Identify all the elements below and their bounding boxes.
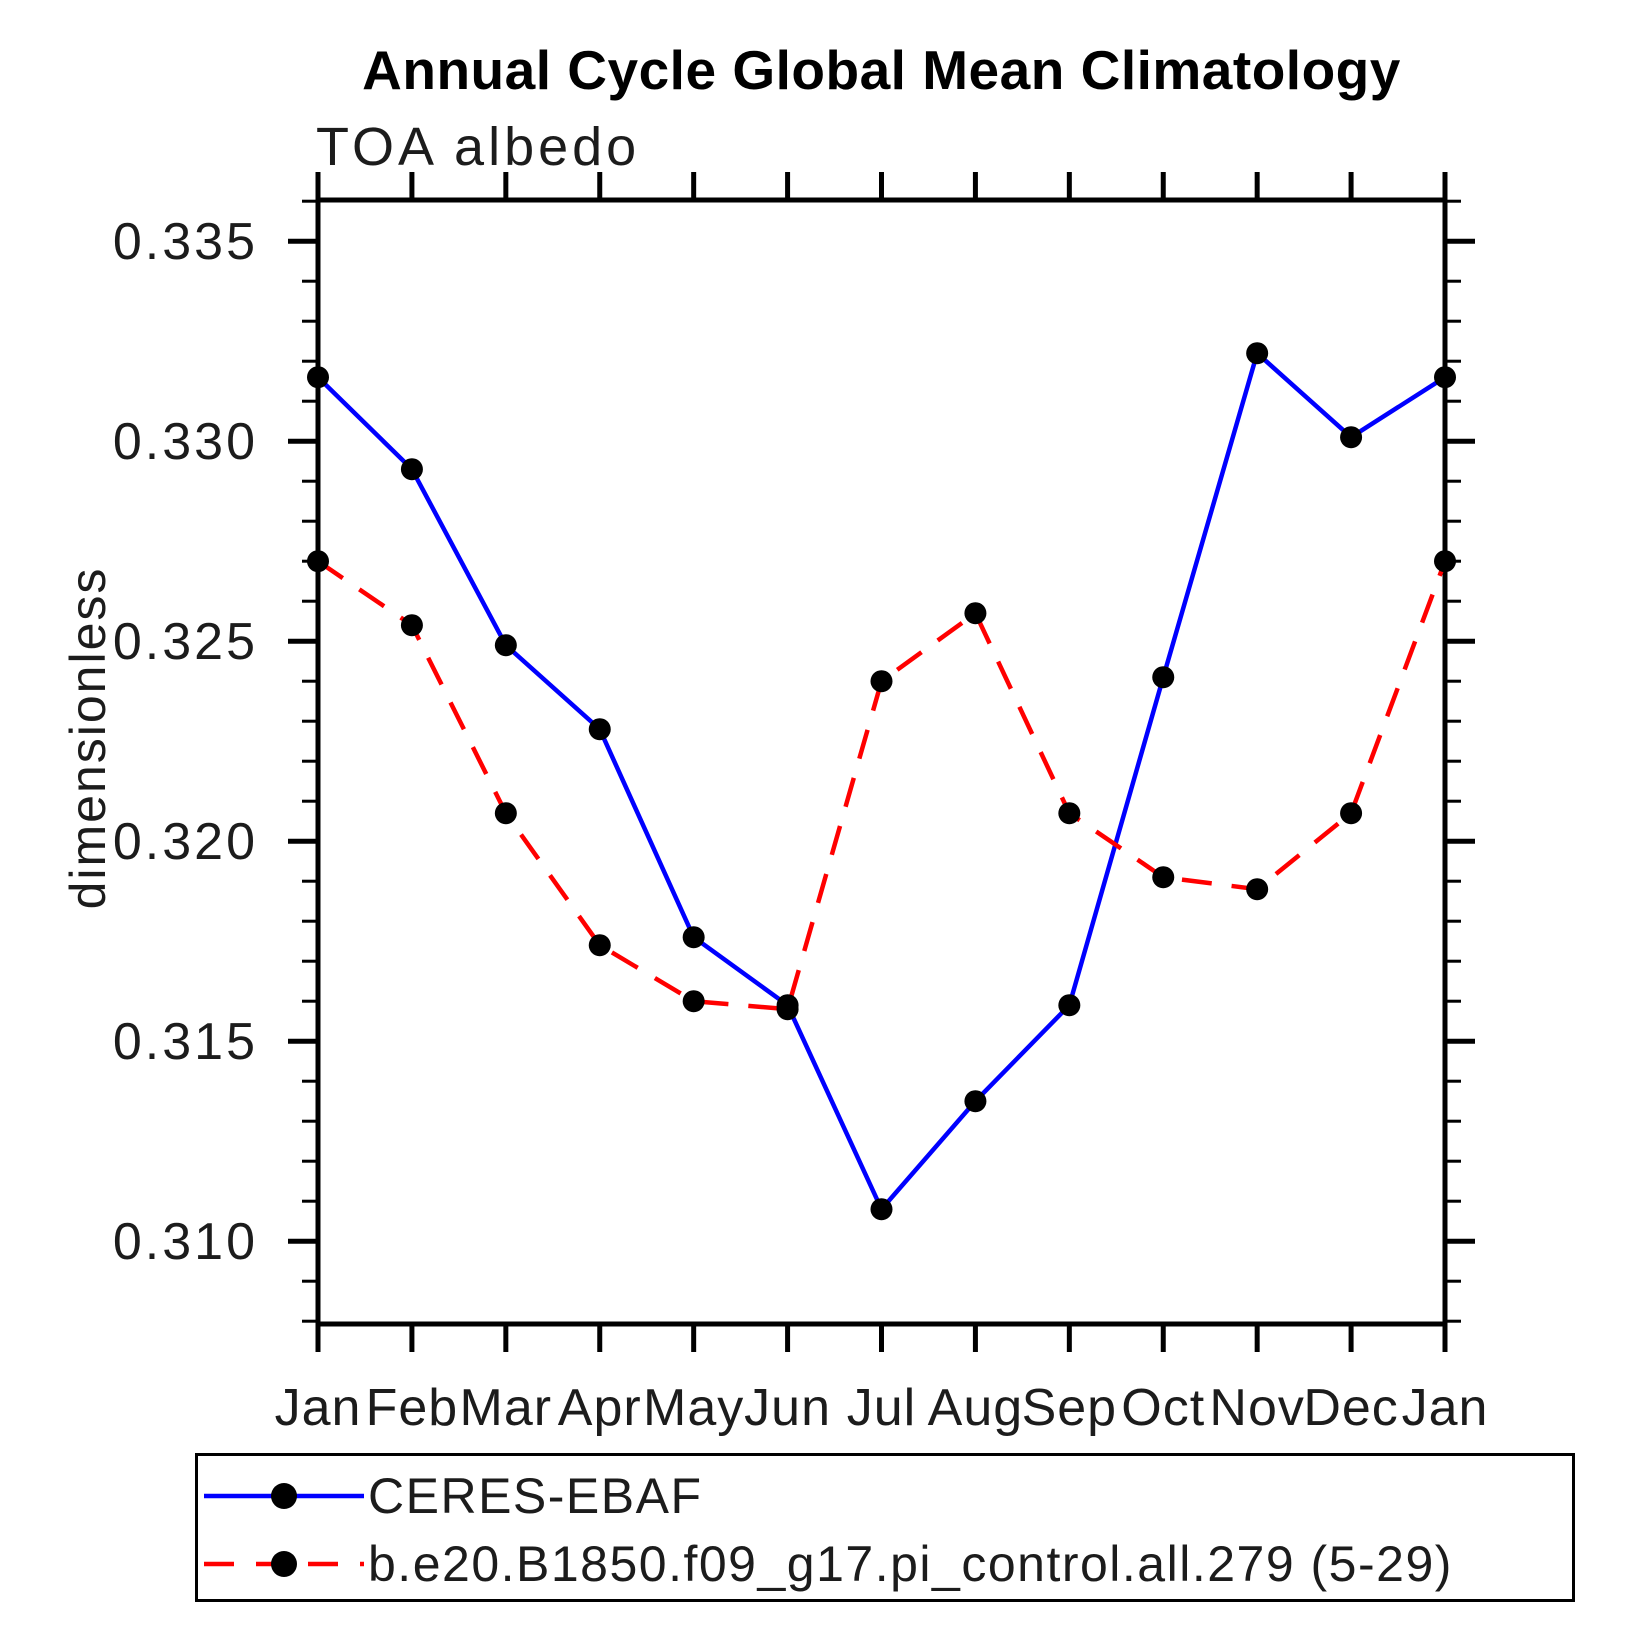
x-tick-label: Jan: [1402, 1379, 1489, 1437]
data-point-marker: [400, 458, 423, 481]
y-tick-label: 0.320: [113, 813, 258, 871]
data-point-marker: [1434, 366, 1456, 389]
x-tick-label: May: [643, 1379, 744, 1437]
legend-marker-dot: [271, 1551, 297, 1577]
y-tick-label: 0.315: [113, 1013, 258, 1071]
x-tick-label: Sep: [1022, 1379, 1118, 1437]
x-tick-label: Apr: [558, 1379, 642, 1437]
legend-sample-solid-line-icon: [202, 1479, 366, 1513]
data-point-marker: [776, 998, 799, 1021]
x-tick-label: Nov: [1209, 1379, 1304, 1437]
y-axis-major-ticks: [288, 238, 1475, 1244]
data-point-marker: [307, 550, 329, 573]
data-point-marker: [1246, 342, 1269, 365]
data-point-marker: [1152, 866, 1175, 889]
data-point-marker: [682, 990, 705, 1013]
x-tick-label: Aug: [928, 1379, 1024, 1437]
data-point-marker: [588, 718, 611, 741]
legend-marker-dot: [271, 1483, 297, 1509]
data-point-marker: [964, 602, 987, 625]
x-tick-label: Jul: [847, 1379, 916, 1437]
series-line-1: [316, 559, 1448, 1012]
series-markers-1: [307, 550, 1456, 1021]
legend-item-model-run: b.e20.B1850.f09_g17.pi_control.all.279 (…: [202, 1534, 1453, 1594]
x-tick-label: Jun: [744, 1379, 831, 1437]
y-axis-title: dimensionless: [60, 566, 116, 910]
data-point-marker: [1058, 994, 1081, 1017]
data-point-marker: [588, 934, 611, 957]
data-point-marker: [964, 1090, 987, 1113]
plot-subtitle: TOA albedo: [316, 117, 641, 177]
y-tick-label: 0.310: [113, 1213, 258, 1271]
data-point-marker: [1152, 666, 1175, 689]
data-point-marker: [870, 1198, 893, 1221]
data-point-marker: [494, 802, 517, 825]
x-tick-label: Mar: [460, 1379, 553, 1437]
data-point-marker: [682, 926, 705, 949]
y-tick-label: 0.330: [113, 413, 258, 471]
data-point-marker: [1434, 550, 1456, 573]
data-point-marker: [494, 634, 517, 657]
series-line-0: [316, 349, 1447, 1214]
y-tick-label: 0.335: [113, 213, 258, 271]
chart-title: Annual Cycle Global Mean Climatology: [362, 39, 1401, 101]
y-axis-minor-ticks: [302, 199, 1461, 1323]
x-tick-label: Oct: [1121, 1379, 1205, 1437]
series-markers-0: [307, 342, 1456, 1221]
legend-label-model-run: b.e20.B1850.f09_g17.pi_control.all.279 (…: [368, 1536, 1453, 1592]
x-tick-label: Feb: [366, 1379, 459, 1437]
data-point-marker: [400, 614, 423, 637]
legend-item-ceres-ebaf: CERES-EBAF: [202, 1466, 703, 1526]
data-point-marker: [870, 670, 893, 693]
legend-box: CERES-EBAF b.e20.B1850.f09_g17.pi_contro…: [195, 1453, 1575, 1602]
x-axis-ticks: [315, 172, 1448, 1352]
x-tick-label: Dec: [1303, 1379, 1398, 1437]
y-axis-tick-labels: 0.310 0.315 0.320 0.325 0.330 0.335: [113, 213, 258, 1271]
y-tick-label: 0.325: [113, 613, 258, 671]
x-tick-label: Jan: [275, 1379, 362, 1437]
data-point-marker: [1058, 802, 1081, 825]
data-point-marker: [1246, 878, 1269, 901]
data-point-marker: [1340, 426, 1363, 449]
legend-label-ceres-ebaf: CERES-EBAF: [368, 1468, 703, 1524]
data-point-marker: [1340, 802, 1363, 825]
data-point-marker: [307, 366, 329, 389]
legend-sample-dashed-line-icon: [202, 1547, 366, 1581]
